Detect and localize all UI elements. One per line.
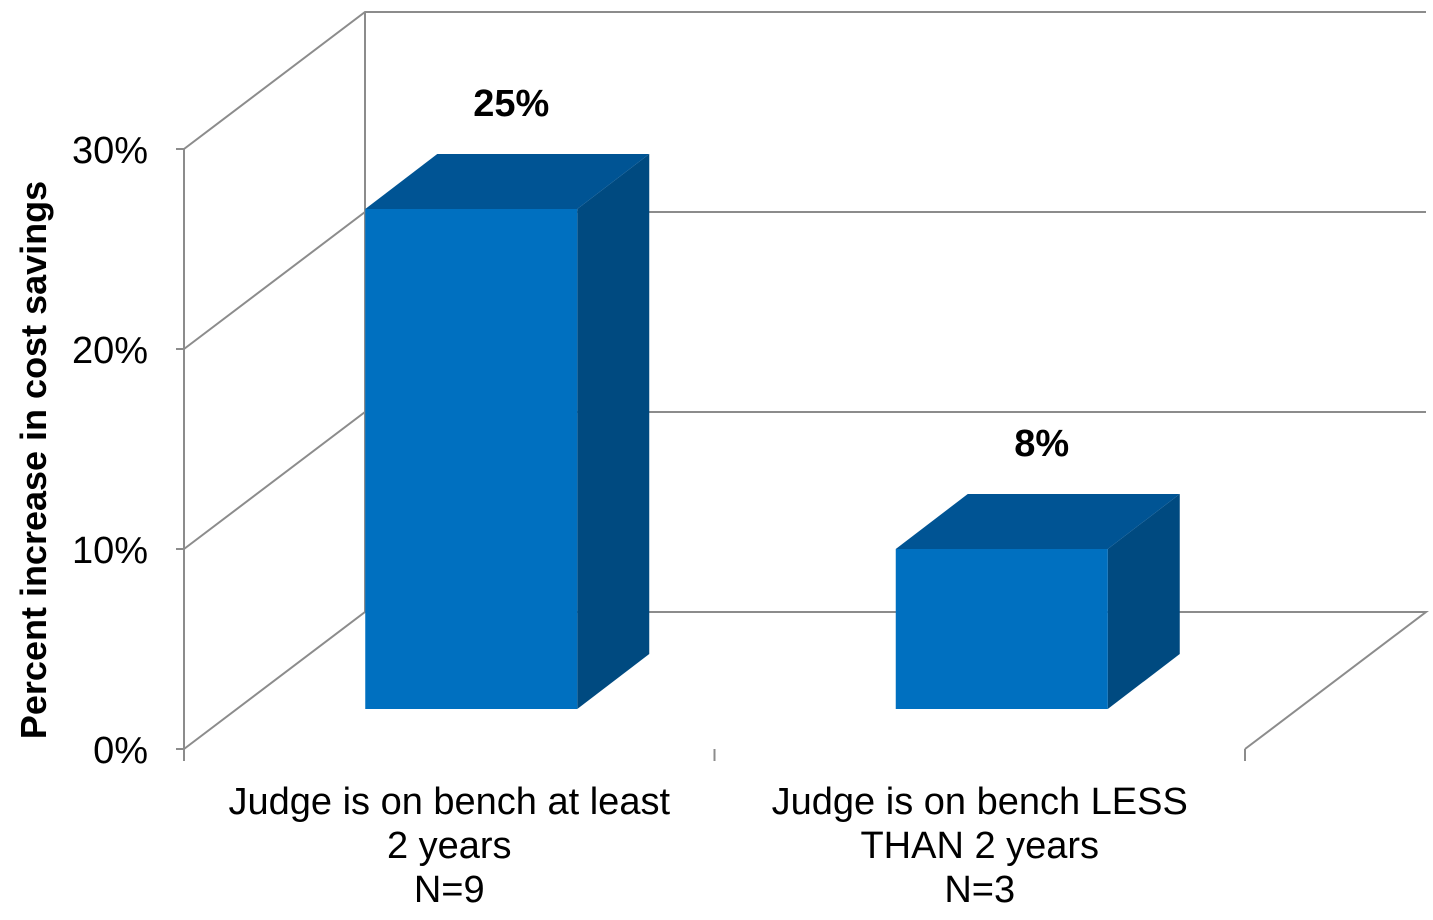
category-label: Judge is on bench at least 2 years N=9 <box>228 781 670 911</box>
gridline <box>183 211 1426 350</box>
bar-side <box>1107 494 1180 709</box>
category-label-line: 2 years <box>387 825 512 867</box>
gridlines <box>183 11 1426 550</box>
category-label-line: Judge is on bench at least <box>228 781 670 823</box>
bar-top <box>895 494 1180 549</box>
bar <box>365 154 650 709</box>
category-label-line: THAN 2 years <box>860 825 1099 867</box>
gridline <box>183 411 1426 550</box>
y-tick-label: 20% <box>72 330 148 372</box>
x-axis <box>183 749 1246 761</box>
y-axis-title: Percent increase in cost savings <box>13 181 54 739</box>
gridline <box>183 11 1426 150</box>
floor-outline <box>183 611 1429 750</box>
category-label-line: Judge is on bench LESS <box>772 781 1188 823</box>
data-labels: 25% 8% <box>473 83 1069 465</box>
y-tick-label: 30% <box>72 130 148 172</box>
bar-front <box>365 209 578 709</box>
category-label-line: N=3 <box>944 869 1015 911</box>
category-label-line: N=9 <box>414 869 485 911</box>
category-label: Judge is on bench LESS THAN 2 years N=3 <box>772 781 1188 911</box>
data-label: 25% <box>473 83 549 125</box>
category-labels: Judge is on bench at least 2 years N=9Judg… <box>228 781 1187 911</box>
bar <box>895 494 1180 709</box>
y-tick-label: 0% <box>93 730 148 772</box>
bar-side <box>577 154 650 709</box>
bar-top <box>365 154 650 209</box>
y-axis: 0% 10% 20% 30% <box>72 130 184 772</box>
bars <box>365 154 1180 709</box>
y-tick-label: 10% <box>72 530 148 572</box>
data-label: 8% <box>1014 423 1069 465</box>
bar-front <box>895 549 1108 709</box>
chart-walls <box>183 12 1429 750</box>
